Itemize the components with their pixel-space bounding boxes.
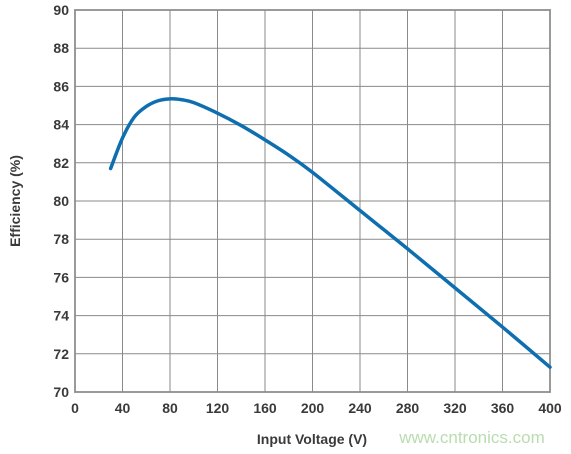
series-point (110, 168, 112, 170)
x-tick-label: 320 (443, 400, 467, 416)
x-tick-label: 240 (348, 400, 372, 416)
series-point (264, 139, 266, 141)
y-tick-label: 84 (53, 117, 69, 133)
efficiency-series-line (108, 97, 552, 369)
series-point (407, 248, 408, 250)
series-point (240, 125, 242, 127)
series-point (502, 326, 503, 328)
y-tick-label: 80 (53, 193, 69, 209)
y-tick-label: 72 (53, 346, 69, 362)
series-point (145, 105, 147, 107)
x-tick-label: 400 (538, 400, 562, 416)
series-point (312, 171, 313, 173)
series-point (217, 112, 218, 114)
y-tick-label: 88 (53, 40, 69, 56)
series-point (359, 210, 361, 212)
x-tick-label: 120 (206, 400, 230, 416)
series-point (288, 154, 290, 156)
series-point (549, 366, 551, 368)
y-axis-title: Efficiency (%) (7, 155, 23, 247)
x-axis-title: Input Voltage (V) (257, 431, 367, 447)
y-tick-label: 70 (53, 384, 69, 400)
series-point (193, 102, 195, 104)
x-tick-label: 40 (115, 400, 131, 416)
y-tick-label: 78 (53, 231, 69, 247)
y-tick-label: 74 (53, 308, 69, 324)
y-tick-label: 82 (53, 155, 69, 171)
y-tick-label: 90 (53, 2, 69, 18)
grid-lines (74, 9, 551, 393)
y-tick-labels: 70 72 74 76 78 80 82 84 86 88 90 (53, 2, 69, 400)
x-tick-label: 160 (253, 400, 277, 416)
y-tick-label: 86 (53, 78, 69, 94)
x-tick-label: 200 (301, 400, 325, 416)
y-tick-label: 76 (53, 269, 69, 285)
series-point (157, 100, 159, 102)
x-tick-labels: 0 40 80 120 160 200 240 280 320 360 400 (71, 400, 562, 416)
series-layer (108, 97, 552, 369)
series-point (454, 287, 456, 289)
series-point (181, 99, 183, 101)
series-point (169, 98, 171, 100)
x-tick-label: 360 (491, 400, 515, 416)
series-point (122, 137, 123, 139)
watermark-text: www.cntronics.com (398, 428, 544, 447)
x-tick-label: 80 (162, 400, 178, 416)
x-tick-label: 280 (396, 400, 420, 416)
series-point (133, 116, 135, 118)
x-tick-label: 0 (71, 400, 79, 416)
